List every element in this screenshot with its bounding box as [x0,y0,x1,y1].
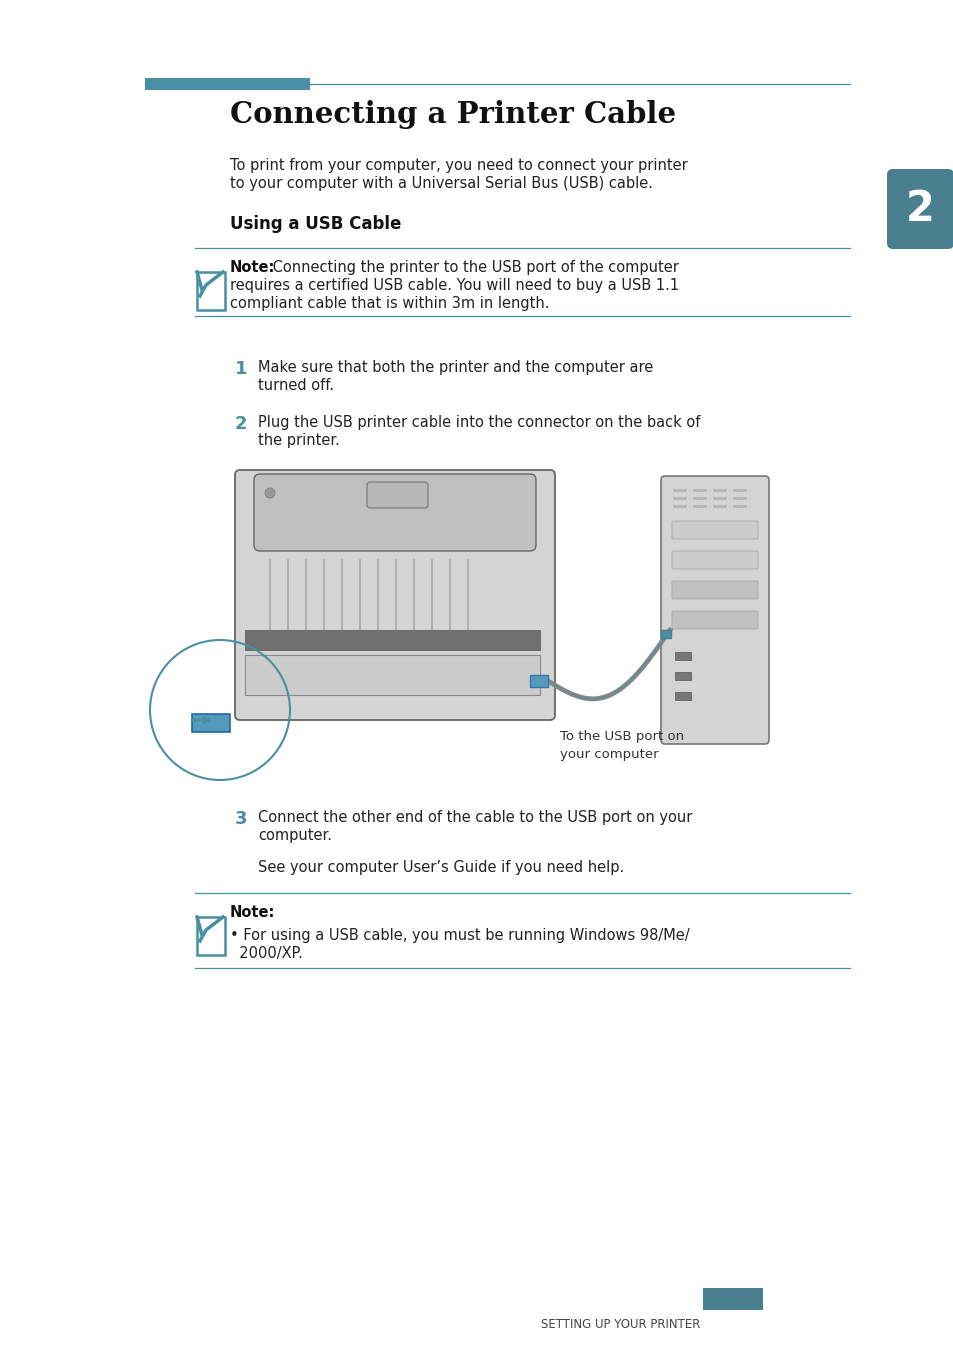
Text: To the USB port on: To the USB port on [559,730,683,743]
Text: 1: 1 [234,359,247,378]
Bar [672,497,686,499]
Text: • For using a USB cable, you must be running Windows 98/Me/: • For using a USB cable, you must be run… [230,927,689,944]
FancyBboxPatch shape [675,651,690,660]
FancyBboxPatch shape [196,272,225,310]
Text: 2.9: 2.9 [719,1299,745,1314]
Bar [712,489,726,493]
Text: 2: 2 [234,415,247,433]
Text: Connecting the printer to the USB port of the computer: Connecting the printer to the USB port o… [268,260,679,275]
Circle shape [265,489,274,498]
FancyBboxPatch shape [675,672,690,680]
FancyBboxPatch shape [196,917,225,956]
Bar [712,497,726,499]
Bar [732,497,746,499]
Text: Make sure that both the printer and the computer are: Make sure that both the printer and the … [257,359,653,376]
Text: To print from your computer, you need to connect your printer: To print from your computer, you need to… [230,157,687,174]
FancyBboxPatch shape [675,692,690,700]
Bar [712,505,726,507]
Text: to your computer with a Universal Serial Bus (USB) cable.: to your computer with a Universal Serial… [230,176,652,191]
Text: requires a certified USB cable. You will need to buy a USB 1.1: requires a certified USB cable. You will… [230,279,679,293]
Text: Plug the USB printer cable into the connector on the back of: Plug the USB printer cable into the conn… [257,415,700,429]
Text: compliant cable that is within 3m in length.: compliant cable that is within 3m in len… [230,296,549,311]
Text: See your computer User’s Guide if you need help.: See your computer User’s Guide if you ne… [257,860,623,875]
Text: computer.: computer. [257,828,332,843]
FancyBboxPatch shape [145,78,310,90]
Bar [692,489,706,493]
Bar [692,505,706,507]
Text: your computer: your computer [559,748,658,760]
Text: turned off.: turned off. [257,378,334,393]
Text: Note:: Note: [230,260,275,275]
Bar [672,505,686,507]
Text: Connect the other end of the cable to the USB port on your: Connect the other end of the cable to th… [257,810,692,825]
FancyBboxPatch shape [671,581,758,599]
Text: Connecting a Printer Cable: Connecting a Printer Cable [230,100,676,129]
FancyBboxPatch shape [671,611,758,629]
FancyBboxPatch shape [245,630,539,650]
Bar [692,497,706,499]
Text: 3: 3 [234,810,247,828]
Text: SETTING UP YOUR PRINTER: SETTING UP YOUR PRINTER [540,1318,700,1331]
FancyBboxPatch shape [253,474,536,551]
Text: 2: 2 [904,188,933,230]
FancyBboxPatch shape [886,170,953,249]
FancyBboxPatch shape [671,521,758,538]
FancyBboxPatch shape [367,482,428,507]
Text: Note:: Note: [230,905,275,921]
FancyBboxPatch shape [530,674,547,686]
FancyBboxPatch shape [660,630,670,638]
Bar [732,489,746,493]
FancyBboxPatch shape [671,551,758,569]
FancyBboxPatch shape [245,656,539,695]
Text: Using a USB Cable: Using a USB Cable [230,215,401,233]
Bar [672,489,686,493]
FancyBboxPatch shape [192,713,230,732]
FancyBboxPatch shape [660,476,768,744]
FancyBboxPatch shape [702,1288,762,1310]
Text: 2000/XP.: 2000/XP. [230,946,302,961]
Text: the printer.: the printer. [257,433,339,448]
Bar [732,505,746,507]
FancyBboxPatch shape [234,470,555,720]
